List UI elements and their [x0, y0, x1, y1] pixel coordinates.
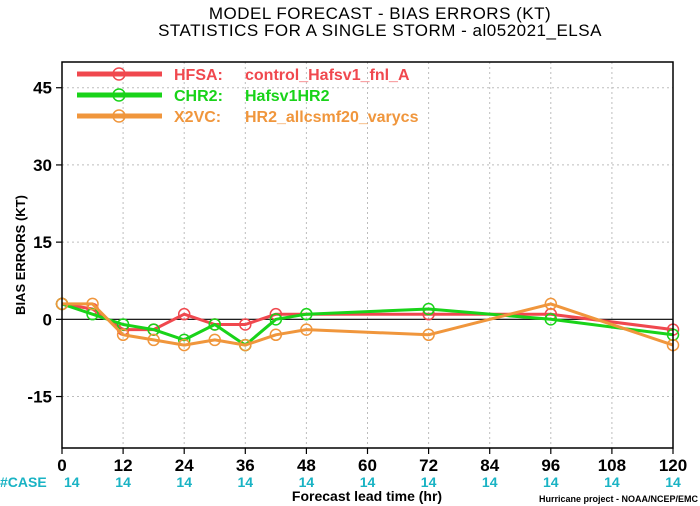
- case-count: 14: [176, 474, 192, 490]
- series-point: [116, 328, 130, 342]
- legend-marker: [112, 67, 126, 81]
- legend: HFSA: control_Hafsv1_fnl_A CHR2: Hafsv1HR2 X…: [77, 67, 419, 126]
- x-axis-ticks: 0 12 24 36 48 60 72 84 96 108 120: [57, 448, 687, 475]
- x-tick-label: 24: [175, 456, 194, 475]
- case-count: 14: [604, 474, 620, 490]
- x-tick-label: 60: [358, 456, 377, 475]
- legend-marker: [112, 109, 126, 123]
- legend-item-chr2: CHR2: Hafsv1HR2: [77, 88, 330, 105]
- x-tick-label: 12: [114, 456, 133, 475]
- series-point: [300, 307, 313, 321]
- case-count: 14: [115, 474, 131, 490]
- case-label: #CASE: [0, 474, 47, 490]
- case-count: 14: [238, 474, 254, 490]
- case-count: 14: [421, 474, 437, 490]
- case-count: 14: [665, 474, 681, 490]
- series-point: [208, 318, 221, 331]
- y-axis-ticks: -15 0 15 30 45: [27, 79, 62, 407]
- legend-item-hfsa: HFSA: control_Hafsv1_fnl_A: [77, 67, 410, 84]
- series-point: [544, 313, 558, 326]
- legend-name: CHR2:: [174, 88, 223, 105]
- series-point: [177, 307, 191, 321]
- case-count: 14: [64, 474, 80, 490]
- legend-name: HFSA:: [174, 67, 223, 84]
- x-tick-label: 48: [297, 456, 316, 475]
- plot-frame: [61, 61, 674, 449]
- chart-subtitle: STATISTICS FOR A SINGLE STORM - al052021…: [158, 21, 602, 40]
- case-count: 14: [299, 474, 315, 490]
- legend-label: control_Hafsv1_fnl_A: [245, 67, 410, 84]
- series-group: [55, 297, 680, 352]
- x-tick-label: 72: [419, 456, 438, 475]
- series-point: [269, 313, 283, 326]
- x-tick-label: 96: [541, 456, 560, 475]
- series-x2vc: [55, 297, 680, 352]
- y-tick-label: 15: [33, 233, 52, 252]
- case-count: 14: [482, 474, 498, 490]
- legend-label: Hafsv1HR2: [245, 88, 330, 105]
- series-point: [422, 328, 435, 342]
- case-count: 14: [543, 474, 559, 490]
- x-tick-label: 120: [659, 456, 687, 475]
- series-point: [239, 338, 252, 352]
- case-count: 14: [360, 474, 376, 490]
- legend-item-x2vc: X2VC: HR2_allcsmf20_varycs: [77, 109, 419, 126]
- series-point: [86, 297, 99, 311]
- y-tick-label: -15: [27, 388, 52, 407]
- series-point: [300, 323, 313, 336]
- x-tick-label: 0: [57, 456, 66, 475]
- credit-text: Hurricane project - NOAA/NCEP/EMC: [539, 494, 699, 504]
- case-counts: 14 14 14 14 14 14 14 14 14 14 14: [64, 474, 681, 490]
- x-tick-label: 108: [598, 456, 626, 475]
- y-tick-label: 45: [33, 79, 52, 98]
- legend-marker: [112, 88, 126, 102]
- series-point: [177, 338, 191, 352]
- y-tick-label: 30: [33, 156, 52, 175]
- x-tick-label: 36: [236, 456, 255, 475]
- grid: [62, 62, 673, 448]
- series-point: [422, 302, 435, 316]
- x-axis-label: Forecast lead time (hr): [292, 488, 442, 504]
- series-point: [269, 328, 283, 342]
- x-tick-label: 84: [480, 456, 499, 475]
- series-point: [147, 333, 160, 347]
- legend-name: X2VC:: [174, 109, 221, 126]
- legend-label: HR2_allcsmf20_varycs: [245, 109, 419, 126]
- chart-title: MODEL FORECAST - BIAS ERRORS (KT): [209, 4, 551, 23]
- series-point: [239, 318, 252, 331]
- series-point: [208, 333, 221, 347]
- series-point: [544, 297, 558, 311]
- y-axis-label: BIAS ERRORS (KT): [13, 195, 28, 315]
- y-tick-label: 0: [43, 310, 52, 329]
- series-line: [62, 302, 674, 347]
